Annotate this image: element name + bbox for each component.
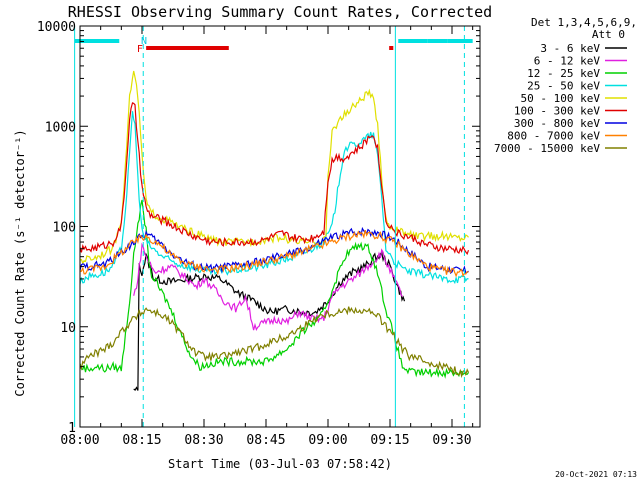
y-tick-label-2: 100 (53, 221, 76, 236)
series-line-2 (80, 199, 469, 379)
plot-area (74, 26, 473, 427)
y-axis-label: Corrected Count Rate (s⁻¹ detector⁻¹) (13, 129, 27, 396)
y-tick-label-3: 1000 (45, 120, 76, 135)
series-line-1 (133, 242, 403, 331)
legend-label-2: 12 - 25 keV (527, 67, 600, 80)
legend-label-6: 300 - 800 keV (514, 117, 600, 130)
series-line-4 (80, 70, 469, 265)
legend-label-1: 6 - 12 keV (534, 55, 601, 68)
axes: 1 10 100 1000 10000 08:00 08:15 08:30 08:45 09:00… (37, 20, 481, 448)
x-tick-label-3: 08:45 (246, 433, 285, 448)
series-line-3 (80, 111, 469, 286)
legend-label-3: 25 - 50 keV (527, 80, 600, 93)
chart-title: RHESSI Observing Summary Count Rates, Co… (68, 3, 492, 21)
series-line-0 (133, 251, 406, 392)
x-tick-label-5: 09:15 (370, 433, 409, 448)
night-marker: N (141, 36, 147, 47)
x-axis-label: Start Time (03-Jul-03 07:58:42) (168, 457, 392, 471)
legend-label-0: 3 - 6 keV (540, 42, 600, 55)
y-tick-label-4: 10000 (37, 20, 76, 35)
y-tick-label-1: 10 (60, 321, 76, 336)
date-stamp: 20-Oct-2021 07:13 (555, 470, 637, 479)
flare-marker: F (137, 44, 143, 55)
series-line-5 (80, 102, 470, 256)
x-tick-label-6: 09:30 (432, 433, 471, 448)
x-tick-label-2: 08:30 (184, 433, 223, 448)
x-tick-label-0: 08:00 (60, 433, 99, 448)
legend-label-4: 50 - 100 keV (521, 92, 601, 105)
legend-title-line-2: Att 0 (592, 28, 625, 41)
legend-label-8: 7000 - 15000 keV (494, 142, 600, 155)
legend-label-7: 800 - 7000 keV (507, 130, 600, 143)
series-line-8 (80, 306, 470, 379)
x-tick-label-1: 08:15 (122, 433, 161, 448)
legend-label-5: 100 - 300 keV (514, 105, 600, 118)
x-tick-label-4: 09:00 (308, 433, 347, 448)
legend-title-line-1: Det 1,3,4,5,6,9, (531, 16, 637, 29)
y-tick-label-0: 1 (68, 421, 76, 436)
series-line-7 (80, 229, 469, 278)
